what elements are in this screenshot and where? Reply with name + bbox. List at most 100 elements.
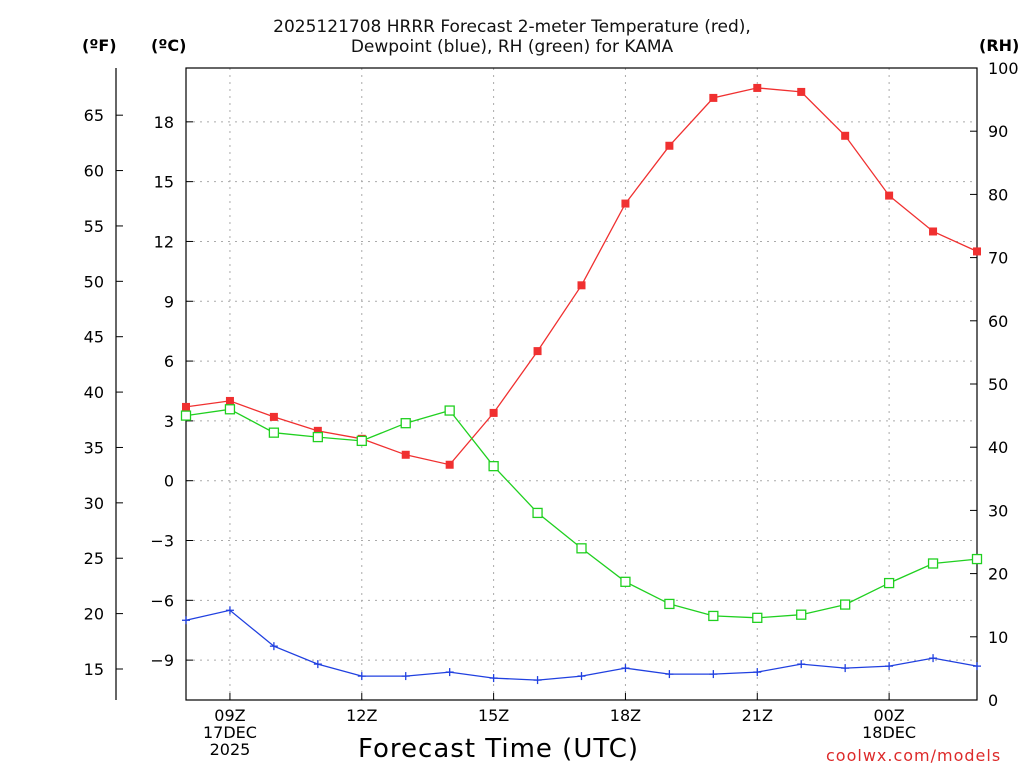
temperature-point [841,131,850,140]
chart-title-line-1: 2025121708 HRRR Forecast 2-meter Tempera… [273,17,751,37]
rh-tick-label: 80 [988,185,1008,204]
rh-point [840,599,851,610]
x-tick-label: 21Z [742,706,773,725]
celsius-tick-label: 0 [164,472,174,491]
fahrenheit-tick-label: 35 [84,438,104,457]
rh-point [180,410,192,421]
x-tick-label: 09Z [214,706,245,725]
dewpoint-point [357,672,366,681]
temperature-point [182,402,190,411]
celsius-tick-label: 18 [154,113,174,132]
rh-point [312,431,323,443]
dewpoint-point [182,616,190,625]
fahrenheit-axis: 65 60 55 50 45 40 35 30 25 20 15 [84,106,123,679]
rh-tick-label: 90 [988,122,1008,141]
rh-tick-label: 10 [988,628,1008,647]
celsius-tick-label: 15 [154,173,174,192]
fahrenheit-tick-label: 15 [84,660,104,679]
dewpoint-point [929,654,938,663]
fahrenheit-tick-label: 45 [84,328,104,347]
temperature-point [885,191,894,200]
fahrenheit-tick-label: 30 [84,494,104,513]
dewpoint-point [973,662,981,671]
rh-point [444,405,455,416]
rh-point [796,609,807,620]
dewpoint-point [621,664,630,673]
rh-tick-label: 60 [988,312,1008,331]
x-tick-label: 12Z [346,706,377,725]
dewpoint-point [577,672,586,681]
temperature-point [577,281,586,290]
temperature-point [709,93,718,102]
rh-line [185,408,978,619]
x-axis-label: Forecast Time (UTC) [358,734,640,764]
fahrenheit-tick-label: 65 [84,106,104,125]
celsius-tick-label: 3 [164,412,174,431]
celsius-unit-label: (ºC) [151,36,187,55]
dewpoint-point [401,672,410,681]
x-tick-label: 18DEC [862,723,916,742]
temperature-point [973,247,981,256]
rh-point [664,598,675,610]
x-tick-label: 17DEC [203,723,257,742]
grid-lines [186,68,977,700]
rh-unit-label: (RH) [979,36,1020,55]
fahrenheit-tick-label: 55 [84,217,104,236]
rh-point [532,507,543,519]
temperature-point [753,83,762,92]
dewpoint-point [709,670,718,679]
celsius-tick-label: 6 [164,352,174,371]
temperature-point [401,450,410,459]
rh-point [883,577,895,589]
rh-point [356,435,367,447]
rh-tick-label: 20 [988,565,1008,584]
x-tick-label: 2025 [210,740,251,759]
rh-point [752,612,763,623]
temperature-point [929,227,938,236]
rh-point [576,543,587,554]
x-tick-label: 15Z [478,706,509,725]
dewpoint-point [841,664,850,673]
temperature-point [489,408,498,417]
temperature-point [533,347,542,356]
rh-point [971,553,983,565]
rh-tick-label: 70 [988,249,1008,268]
celsius-tick-label: −3 [150,532,174,551]
rh-point [268,427,280,438]
temperature-point [225,396,234,405]
temperature-point [313,426,322,435]
x-tick-label: 18Z [610,706,641,725]
fahrenheit-tick-label: 50 [84,272,104,291]
fahrenheit-unit-label: (ºF) [82,36,117,55]
dewpoint-point [797,660,806,669]
dewpoint-point [665,670,674,679]
dewpoint-point [753,668,762,677]
rh-point [708,610,719,622]
dewpoint-point [533,676,542,685]
fahrenheit-tick-label: 20 [84,605,104,624]
rh-tick-label: 100 [988,59,1019,78]
rh-point [620,576,631,587]
dewpoint-point [269,642,278,651]
temperature-point [665,141,674,150]
dewpoint-point [445,668,454,677]
celsius-tick-label: −6 [150,591,174,610]
celsius-tick-label: −9 [150,651,174,670]
rh-point [927,558,939,569]
rh-point [224,404,236,415]
rh-tick-label: 30 [988,501,1008,520]
plot-frame [185,67,978,701]
chart-title-line-2: Dewpoint (blue), RH (green) for KAMA [350,37,674,57]
temperature-point [797,87,806,96]
x-tick-label: 00Z [873,706,904,725]
credit-link[interactable]: coolwx.com/models [826,746,1002,765]
temperature-line [185,87,978,466]
celsius-tick-label: 9 [164,292,174,311]
series-layer [180,83,983,685]
dewpoint-line [185,609,978,681]
fahrenheit-tick-label: 60 [84,162,104,181]
celsius-axis: 18 15 12 9 6 3 0 −3 −6 −9 [150,113,193,670]
